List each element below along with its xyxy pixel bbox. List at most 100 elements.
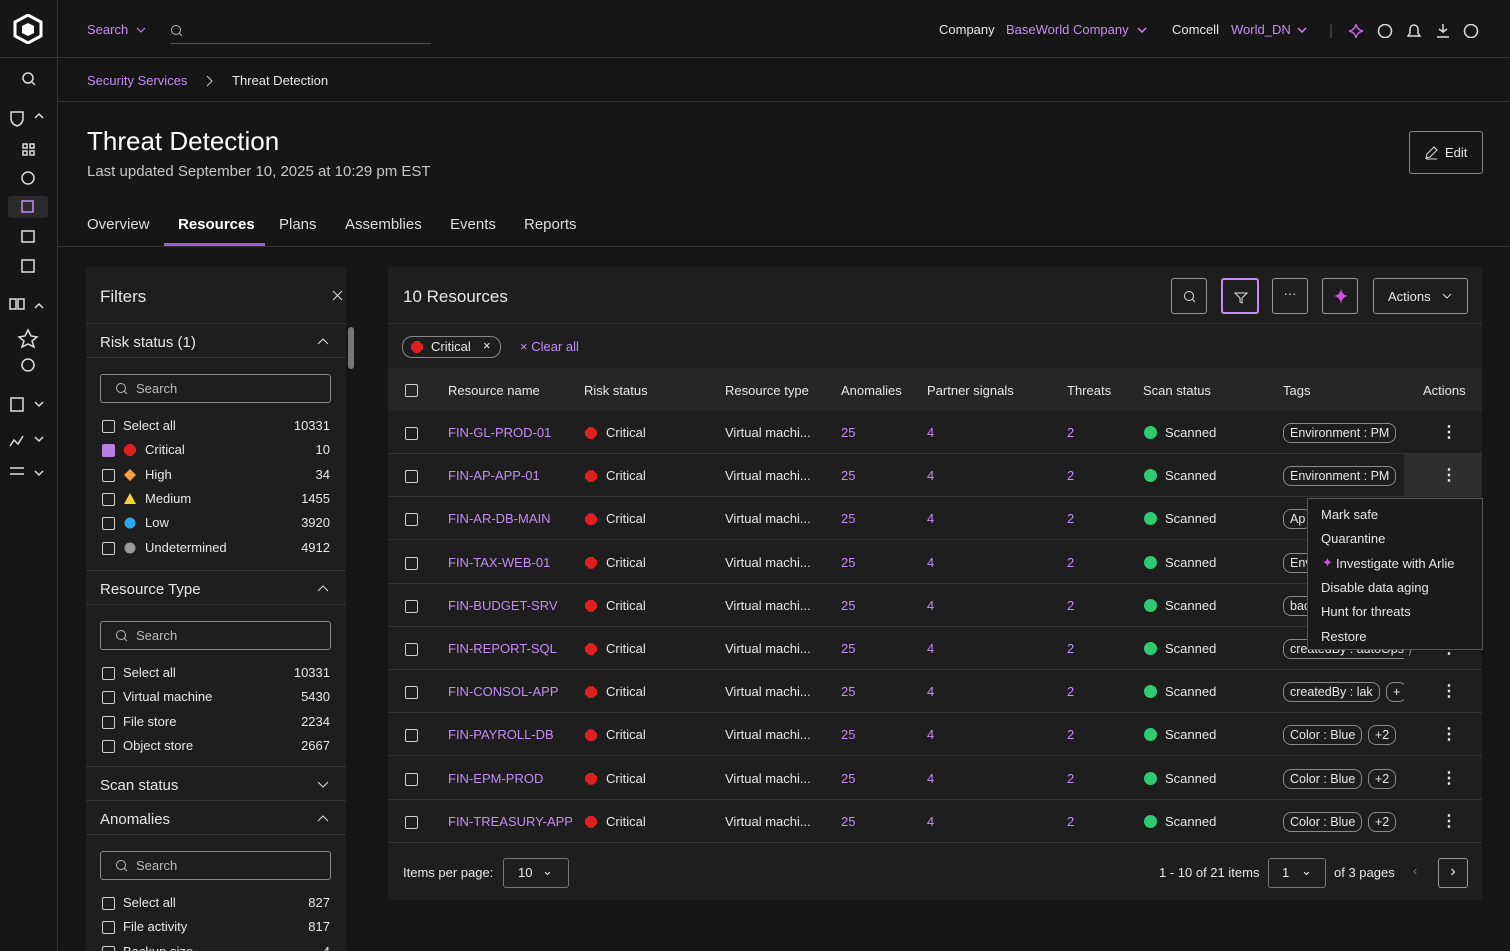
anomalies[interactable]: 25 [841, 555, 855, 570]
checkbox[interactable] [102, 444, 115, 457]
next-page[interactable]: › [1438, 858, 1468, 888]
more-button[interactable]: ··· [1272, 278, 1308, 314]
checkbox[interactable] [405, 470, 418, 483]
tag[interactable]: createdBy : lak [1283, 682, 1380, 702]
anomalies[interactable]: 25 [841, 771, 855, 786]
row-actions[interactable]: ⋮ [1441, 768, 1457, 788]
filter-label[interactable]: Medium [145, 491, 191, 506]
tab[interactable]: Reports [524, 216, 577, 233]
column-header[interactable]: Risk status [584, 383, 648, 398]
partner-signals[interactable]: 4 [927, 641, 934, 656]
checkbox[interactable] [405, 600, 418, 613]
clear-all[interactable]: × Clear all [520, 339, 579, 354]
checkbox[interactable] [102, 517, 115, 530]
anomalies[interactable]: 25 [841, 727, 855, 742]
tag[interactable]: Environment : PM [1283, 423, 1396, 443]
threats[interactable]: 2 [1067, 425, 1074, 440]
threats[interactable]: 2 [1067, 598, 1074, 613]
row-actions[interactable]: ⋮ [1441, 422, 1457, 442]
partner-signals[interactable]: 4 [927, 814, 934, 829]
anomalies[interactable]: 25 [841, 511, 855, 526]
checkbox[interactable] [405, 513, 418, 526]
anomalies[interactable]: 25 [841, 425, 855, 440]
checkbox[interactable] [405, 384, 418, 397]
filter-label[interactable]: File activity [123, 919, 187, 934]
resource-name[interactable]: FIN-BUDGET-SRV [448, 598, 558, 613]
checkbox[interactable] [102, 493, 115, 506]
section-title[interactable]: Anomalies [100, 811, 170, 828]
section-title[interactable]: Scan status [100, 777, 178, 794]
tag[interactable]: +2 [1368, 812, 1396, 832]
ai-button[interactable] [1322, 278, 1358, 314]
checkbox[interactable] [405, 686, 418, 699]
tag[interactable]: Color : Blue [1283, 769, 1362, 789]
checkbox[interactable] [102, 740, 115, 753]
threats[interactable]: 2 [1067, 468, 1074, 483]
checkbox[interactable] [405, 557, 418, 570]
column-header[interactable]: Tags [1283, 383, 1310, 398]
filter-search[interactable]: Search [100, 851, 331, 880]
threats[interactable]: 2 [1067, 814, 1074, 829]
partner-signals[interactable]: 4 [927, 511, 934, 526]
filter-chip[interactable]: Critical× [402, 336, 501, 358]
partner-signals[interactable]: 4 [927, 468, 934, 483]
anomalies[interactable]: 25 [841, 814, 855, 829]
partner-signals[interactable]: 4 [927, 555, 934, 570]
tag[interactable]: Color : Blue [1283, 812, 1362, 832]
tab[interactable]: Assemblies [345, 216, 422, 233]
menu-item[interactable]: Hunt for threats [1321, 604, 1411, 619]
menu-item[interactable]: Investigate with Arlie [1336, 556, 1455, 571]
threats[interactable]: 2 [1067, 727, 1074, 742]
header-icons[interactable] [1136, 24, 1486, 38]
filter-label[interactable]: Object store [123, 738, 193, 753]
resource-name[interactable]: FIN-TREASURY-APP [448, 814, 573, 829]
anomalies[interactable]: 25 [841, 598, 855, 613]
checkbox[interactable] [102, 946, 115, 951]
checkbox[interactable] [102, 542, 115, 555]
tab[interactable]: Events [450, 216, 496, 233]
column-header[interactable]: Anomalies [841, 383, 902, 398]
checkbox[interactable] [102, 667, 115, 680]
tag[interactable]: +2 [1368, 769, 1396, 789]
resource-name[interactable]: FIN-AP-APP-01 [448, 468, 540, 483]
section-toggle[interactable] [317, 814, 329, 824]
filter-label[interactable]: High [145, 467, 172, 482]
tag[interactable]: Environment : PM [1283, 466, 1396, 486]
checkbox[interactable] [102, 716, 115, 729]
tab[interactable]: Overview [87, 216, 150, 233]
checkbox[interactable] [405, 427, 418, 440]
anomalies[interactable]: 25 [841, 684, 855, 699]
filter-label[interactable]: Critical [145, 442, 185, 457]
partner-signals[interactable]: 4 [927, 425, 934, 440]
section-toggle[interactable] [317, 780, 329, 790]
partner-signals[interactable]: 4 [927, 598, 934, 613]
threats[interactable]: 2 [1067, 684, 1074, 699]
close-filters[interactable] [332, 290, 344, 302]
resource-name[interactable]: FIN-CONSOL-APP [448, 684, 559, 699]
resource-name[interactable]: FIN-REPORT-SQL [448, 641, 557, 656]
section-title[interactable]: Resource Type [100, 581, 201, 598]
resource-name[interactable]: FIN-GL-PROD-01 [448, 425, 551, 440]
column-header[interactable]: Scan status [1143, 383, 1211, 398]
column-header[interactable]: Resource name [448, 383, 540, 398]
checkbox[interactable] [102, 691, 115, 704]
column-header[interactable]: Partner signals [927, 383, 1014, 398]
filter-search[interactable]: Search [100, 374, 331, 403]
row-actions[interactable]: ⋮ [1441, 724, 1457, 744]
checkbox[interactable] [405, 643, 418, 656]
section-toggle[interactable] [317, 337, 329, 347]
filter-label[interactable]: Select all [123, 418, 176, 433]
resource-name[interactable]: FIN-AR-DB-MAIN [448, 511, 551, 526]
company-select[interactable]: BaseWorld Company [1006, 22, 1129, 37]
column-header[interactable]: Actions [1423, 383, 1466, 398]
filter-label[interactable]: Undetermined [145, 540, 227, 555]
prev-page[interactable]: ‹ [1413, 863, 1417, 878]
resource-name[interactable]: FIN-PAYROLL-DB [448, 727, 554, 742]
partner-signals[interactable]: 4 [927, 727, 934, 742]
nav-icons[interactable] [0, 60, 57, 490]
filter-search[interactable]: Search [100, 621, 331, 650]
tag[interactable]: +2 [1368, 725, 1396, 745]
checkbox[interactable] [102, 420, 115, 433]
page-select[interactable]: 1⌄ [1268, 858, 1326, 888]
section-title[interactable]: Risk status (1) [100, 334, 196, 351]
